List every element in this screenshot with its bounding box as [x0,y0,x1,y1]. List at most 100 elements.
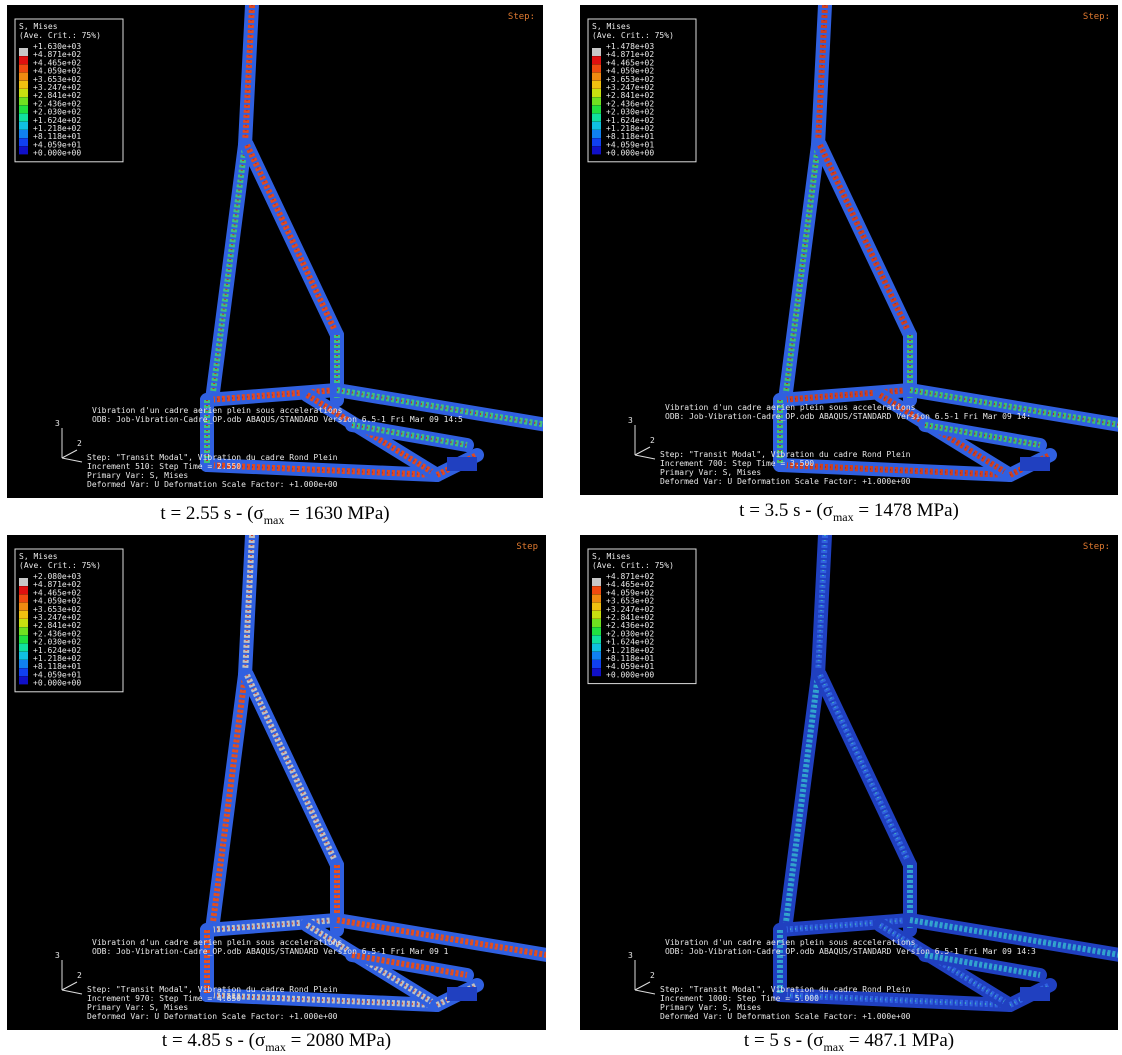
frame-member [212,675,245,930]
legend-swatch [19,146,28,154]
legend-swatch [592,56,601,64]
legend-swatch [592,146,601,154]
caption-prefix: t = 5 s - (σ [744,1030,824,1051]
legend-swatch [19,89,28,97]
step-info: Increment 970: Step Time = 4.850 [87,994,241,1003]
legend-swatch [592,122,601,130]
model-info: ODB: Job-Vibration-Cadre_OP.odb ABAQUS/S… [665,947,1036,956]
viewport-canvas: S, Mises(Ave. Crit.: 75%)+1.478e+03+4.87… [580,5,1118,495]
legend-subtitle: (Ave. Crit.: 75%) [19,31,101,40]
step-info: Deformed Var: U Deformation Scale Factor… [660,1012,911,1021]
axis-label: 3 [628,416,633,425]
legend-swatch [592,611,601,619]
legend-subtitle: (Ave. Crit.: 75%) [592,31,674,40]
model-info: Vibration d'un cadre aerien plein sous a… [92,406,343,415]
legend-swatch [19,660,28,668]
legend-swatch [592,64,601,72]
caption: t = 3.5 s - (σmax = 1478 MPa) [579,500,1119,525]
step-info: Primary Var: S, Mises [87,1003,188,1012]
caption-suffix: = 2080 MPa) [286,1030,391,1051]
support [1020,987,1050,1001]
legend-title: S, Mises [19,22,58,31]
legend-swatch [592,48,601,56]
legend-swatch [592,89,601,97]
legend-swatch [19,611,28,619]
legend-swatch [592,97,601,105]
legend-swatch [592,73,601,81]
step-info: Deformed Var: U Deformation Scale Factor… [87,480,338,489]
step-label: Step: [508,12,535,22]
axis-label: 3 [55,951,60,960]
legend-swatch [19,114,28,122]
legend-swatch [19,578,28,586]
axis-label: 2 [650,971,655,980]
legend-title: S, Mises [592,22,631,31]
step-info: Increment 700: Step Time = 3.500 [660,459,814,468]
legend-swatch [592,586,601,594]
caption-suffix: = 1630 MPa) [284,503,389,524]
step-info: Primary Var: S, Mises [87,471,188,480]
legend-swatch [592,644,601,652]
legend-value: +0.000e+00 [33,679,81,688]
axis-label: 3 [55,419,60,428]
caption: t = 2.55 s - (σmax = 1630 MPa) [5,503,545,528]
step-info: Step: "Transit Modal", Vibration du cadr… [87,985,338,994]
caption-prefix: t = 3.5 s - (σ [739,500,833,521]
step-label: Step [516,542,538,552]
viewport-canvas: S, Mises(Ave. Crit.: 75%)+2.080e+03+4.87… [7,535,546,1030]
legend-swatch [592,652,601,660]
viewport: S, Mises(Ave. Crit.: 75%)+1.630e+03+4.87… [7,5,543,498]
step-info: Step: "Transit Modal", Vibration du cadr… [660,450,911,459]
legend-subtitle: (Ave. Crit.: 75%) [19,561,101,570]
axis-label: 3 [628,951,633,960]
step-info: Deformed Var: U Deformation Scale Factor… [660,477,911,486]
viewport: S, Mises(Ave. Crit.: 75%)+2.080e+03+4.87… [7,535,546,1030]
step-label: Step: [1083,542,1110,552]
axis-label: 2 [650,436,655,445]
legend-swatch [592,81,601,89]
legend-swatch [592,578,601,586]
legend-swatch [19,138,28,146]
legend-swatch [19,627,28,635]
support [447,457,477,471]
legend-swatch [19,652,28,660]
legend-swatch [19,81,28,89]
step-info: Primary Var: S, Mises [660,1003,761,1012]
legend-title: S, Mises [592,552,631,561]
legend-swatch [592,668,601,676]
model-info: Vibration d'un cadre aerien plein sous a… [665,403,916,412]
legend-swatch [19,97,28,105]
caption-sub: max [833,510,854,524]
legend-swatch [19,594,28,602]
legend-swatch [19,130,28,138]
legend-swatch [592,105,601,113]
legend-swatch [19,105,28,113]
axis-label: 2 [77,439,82,448]
viewport-canvas: S, Mises(Ave. Crit.: 75%)+1.630e+03+4.87… [7,5,543,498]
support [1020,457,1050,471]
legend-value: +0.000e+00 [606,149,654,158]
figure: S, Mises(Ave. Crit.: 75%)+1.630e+03+4.87… [0,0,1122,1055]
legend-swatch [592,114,601,122]
support [447,987,477,1001]
legend-swatch [19,122,28,130]
legend-swatch [19,64,28,72]
legend-swatch [592,660,601,668]
legend-subtitle: (Ave. Crit.: 75%) [592,561,674,570]
legend-swatch [19,56,28,64]
caption: t = 5 s - (σmax = 487.1 MPa) [579,1030,1119,1055]
model-info: ODB: Job-Vibration-Cadre_OP.odb ABAQUS/S… [665,412,1031,421]
legend-swatch [19,676,28,684]
caption-prefix: t = 4.85 s - (σ [162,1030,265,1051]
step-label: Step: [1083,12,1110,22]
caption-sub: max [265,1040,286,1054]
step-info: Increment 1000: Step Time = 5.000 [660,994,819,1003]
step-info: Step: "Transit Modal", Vibration du cadr… [660,985,911,994]
step-info: Increment 510: Step Time = 2.550 [87,462,241,471]
step-info: Step: "Transit Modal", Vibration du cadr… [87,453,338,462]
legend-swatch [592,603,601,611]
legend-swatch [19,668,28,676]
legend-value: +0.000e+00 [33,149,81,158]
model-info: Vibration d'un cadre aerien plein sous a… [92,938,343,947]
caption-sub: max [823,1040,844,1054]
